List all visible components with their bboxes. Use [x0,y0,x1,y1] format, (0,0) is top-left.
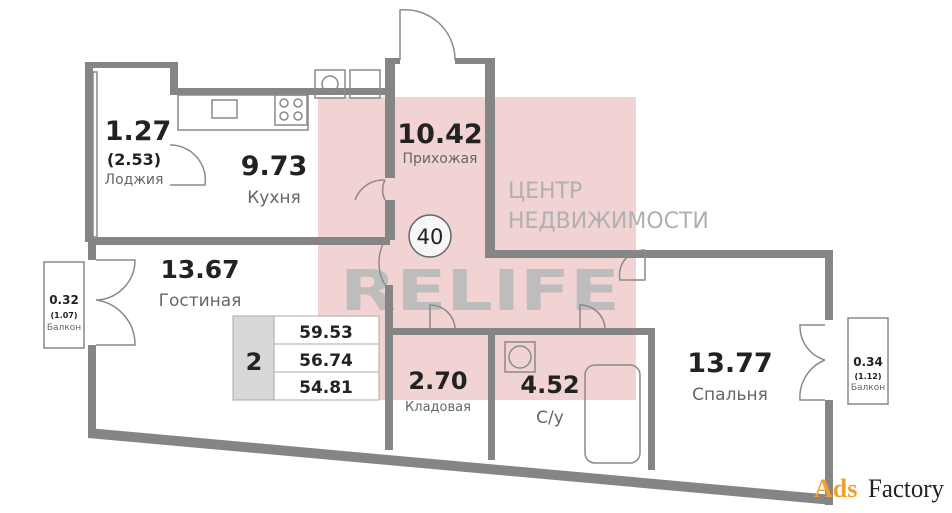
balcony-right-area-total: (1.12) [854,372,881,381]
logo-part-factory: Factory [868,474,944,503]
balcony-left-name: Балкон [47,323,81,333]
living-name: Гостиная [159,291,242,311]
balcony-right-name: Балкон [851,383,885,393]
watermark-line2: НЕДВИЖИМОСТИ [508,209,709,234]
watermark-line1: ЦЕНТР [508,179,582,204]
balcony-left-area-total: (1.07) [50,311,77,320]
apartment-number: 40 [417,225,444,249]
living-area-total: 54.81 [299,378,353,398]
balcony-right-area: 0.34 [853,355,883,369]
watermark-brand: RELIFE [340,259,620,324]
living-area: 13.67 [160,255,239,284]
kitchen-area: 9.73 [241,151,308,182]
fixtures [43,69,889,464]
storage-area: 2.70 [408,367,467,395]
loggia-name: Лоджия [105,172,164,188]
bathroom-name: С/у [536,408,564,428]
summary-table: 2 59.53 56.74 54.81 [232,315,380,401]
loggia-area: 1.27 [105,116,172,147]
bedroom-name: Спальня [692,385,768,405]
adsfactory-logo: Ads Factory [814,474,944,503]
loggia-area-total: (2.53) [107,150,161,169]
hall-name: Прихожая [403,151,478,167]
walls [85,58,833,505]
apartment-number-badge [408,214,452,258]
kitchen-name: Кухня [247,188,301,208]
logo-part-ads: Ads [814,474,857,503]
room-count: 2 [246,348,263,376]
bathroom-area: 4.52 [520,371,579,399]
bedroom-area: 13.77 [687,348,772,379]
storage-name: Кладовая [405,400,471,415]
total-area: 59.53 [299,323,353,343]
reduced-area: 56.74 [299,351,353,371]
balcony-left-area: 0.32 [49,293,79,307]
doors [95,9,826,401]
hall-area: 10.42 [397,119,482,150]
